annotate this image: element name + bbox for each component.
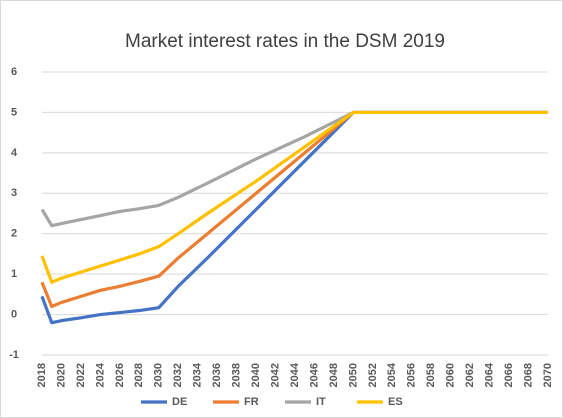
x-tick-label: 2030 [153, 363, 165, 387]
x-tick-label: 2048 [328, 363, 340, 387]
x-tick-label: 2044 [289, 362, 301, 387]
y-tick-label: 4 [11, 147, 18, 159]
series-line [40, 110, 548, 284]
x-tick-label: 2046 [308, 363, 320, 387]
x-tick-label: 2038 [231, 363, 243, 387]
y-tick-label: -1 [9, 349, 19, 361]
x-tick-label: 2054 [386, 362, 398, 387]
x-tick-label: 2052 [367, 363, 379, 387]
series-line [40, 110, 548, 309]
x-tick-label: 2020 [55, 363, 67, 387]
x-tick-label: 2070 [542, 363, 554, 387]
x-tick-label: 2042 [269, 363, 281, 387]
series-line [40, 110, 548, 325]
legend-label: DE [172, 396, 187, 408]
chart-title: Market interest rates in the DSM 2019 [125, 31, 445, 52]
series-line [40, 110, 548, 228]
x-tick-label: 2068 [522, 363, 534, 387]
x-tick-label: 2056 [406, 363, 418, 387]
x-tick-label: 2022 [75, 363, 87, 387]
legend-label: FR [244, 396, 259, 408]
x-tick-label: 2062 [464, 363, 476, 387]
x-tick-label: 2040 [250, 363, 262, 387]
y-tick-label: 0 [11, 308, 17, 320]
x-tick-label: 2024 [94, 362, 106, 387]
x-tick-label: 2018 [36, 363, 48, 387]
legend-label: IT [316, 396, 326, 408]
y-tick-label: 2 [11, 228, 17, 240]
x-tick-label: 2026 [114, 363, 126, 387]
y-tick-label: 3 [11, 187, 17, 199]
legend-label: ES [388, 396, 403, 408]
x-tick-label: 2064 [484, 362, 496, 387]
x-tick-label: 2058 [425, 363, 437, 387]
x-tick-label: 2032 [172, 363, 184, 387]
x-tick-label: 2036 [211, 363, 223, 387]
x-tick-label: 2060 [445, 363, 457, 387]
x-tick-label: 2034 [192, 362, 204, 387]
y-tick-label: 5 [11, 106, 17, 118]
x-tick-label: 2066 [503, 363, 515, 387]
x-tick-label: 2050 [347, 363, 359, 387]
y-tick-label: 6 [11, 66, 17, 78]
y-tick-label: 1 [11, 268, 17, 280]
x-tick-label: 2028 [133, 363, 145, 387]
